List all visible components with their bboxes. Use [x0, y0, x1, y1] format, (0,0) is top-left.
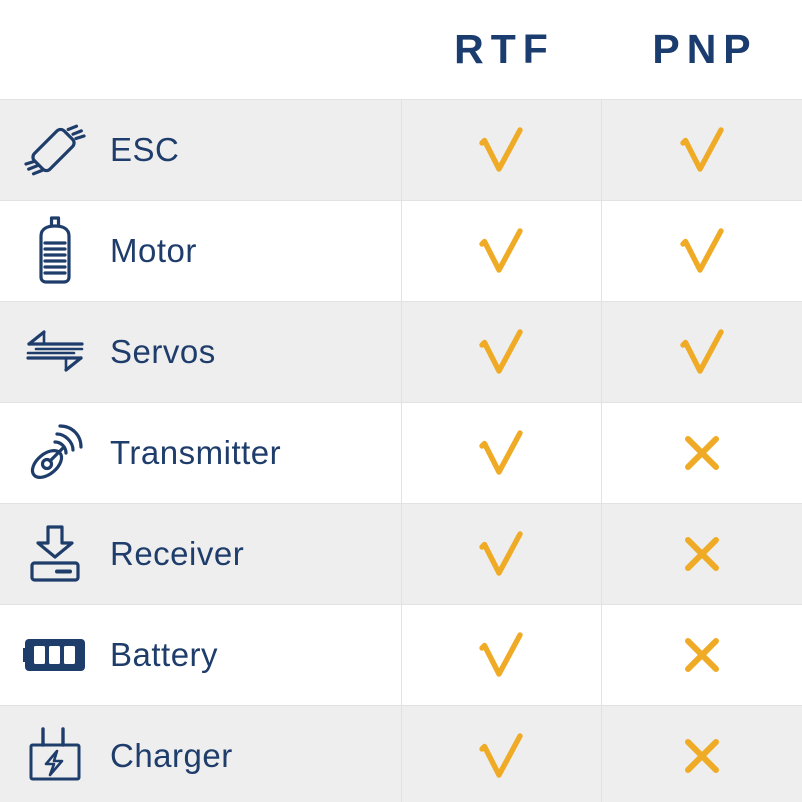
- header-label-pnp: PNP: [652, 25, 758, 72]
- cell-rtf-motor: [400, 200, 601, 302]
- cross-icon: [671, 523, 733, 585]
- check-icon: [470, 320, 532, 382]
- cell-feature-receiver: Receiver: [0, 503, 401, 605]
- battery-icon: [0, 605, 110, 705]
- check-icon: [671, 320, 733, 382]
- cell-feature-transmitter: Transmitter: [0, 402, 401, 504]
- feature-label: Servos: [110, 333, 216, 370]
- table-row: ESC: [0, 99, 802, 201]
- charger-icon: [0, 706, 110, 802]
- cell-rtf-receiver: [400, 503, 601, 605]
- table-row: Motor: [0, 200, 802, 302]
- cell-rtf-charger: [400, 705, 601, 802]
- check-icon: [671, 118, 733, 180]
- header-cell-rtf: RTF: [401, 0, 601, 100]
- check-icon: [470, 118, 532, 180]
- cell-pnp-charger: [600, 705, 802, 802]
- table-row: Receiver: [0, 503, 802, 605]
- motor-icon: [0, 201, 110, 301]
- check-icon: [470, 219, 532, 281]
- header-cell-pnp: PNP: [601, 0, 802, 100]
- feature-label: Motor: [110, 232, 197, 269]
- cell-feature-servos: Servos: [0, 301, 401, 403]
- cross-icon: [671, 624, 733, 686]
- cell-rtf-transmitter: [400, 402, 601, 504]
- cross-icon: [671, 422, 733, 484]
- receiver-icon: [0, 504, 110, 604]
- cell-pnp-esc: [600, 99, 802, 201]
- feature-label: Transmitter: [110, 434, 282, 471]
- table-header: RTF PNP: [0, 0, 802, 100]
- cell-pnp-transmitter: [600, 402, 802, 504]
- cell-rtf-servos: [400, 301, 601, 403]
- check-icon: [470, 421, 532, 483]
- feature-label: Battery: [110, 636, 219, 673]
- cell-pnp-receiver: [600, 503, 802, 605]
- cell-feature-charger: Charger: [0, 705, 401, 802]
- feature-label: Receiver: [110, 535, 245, 572]
- cell-rtf-battery: [400, 604, 601, 706]
- cell-pnp-servos: [600, 301, 802, 403]
- transmitter-icon: [0, 403, 110, 503]
- cell-rtf-esc: [400, 99, 601, 201]
- header-label-rtf: RTF: [454, 25, 555, 72]
- feature-label: ESC: [110, 131, 180, 168]
- check-icon: [470, 724, 532, 786]
- esc-icon: [0, 100, 110, 200]
- check-icon: [671, 219, 733, 281]
- header-cell-blank: [0, 0, 401, 100]
- cross-icon: [671, 725, 733, 787]
- table-row: Charger: [0, 705, 802, 802]
- check-icon: [470, 522, 532, 584]
- check-icon: [470, 623, 532, 685]
- cell-pnp-motor: [600, 200, 802, 302]
- servos-icon: [0, 302, 110, 402]
- cell-pnp-battery: [600, 604, 802, 706]
- table-row: Servos: [0, 301, 802, 403]
- cell-feature-motor: Motor: [0, 200, 401, 302]
- table-row: Battery: [0, 604, 802, 706]
- cell-feature-esc: ESC: [0, 99, 401, 201]
- feature-label: Charger: [110, 737, 233, 774]
- table-row: Transmitter: [0, 402, 802, 504]
- cell-feature-battery: Battery: [0, 604, 401, 706]
- header-row: RTF PNP: [0, 0, 802, 100]
- table-body: ESC Motor: [0, 99, 802, 802]
